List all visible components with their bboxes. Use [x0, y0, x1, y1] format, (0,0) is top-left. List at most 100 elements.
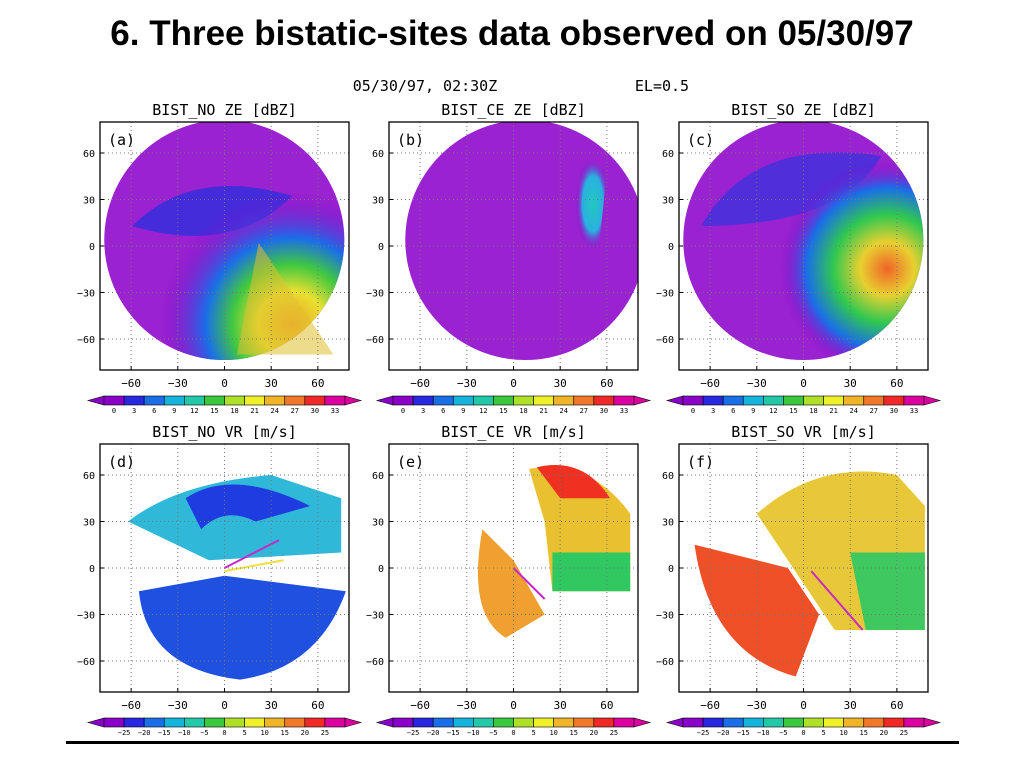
x-tick-label: 60 [890, 699, 903, 712]
colorbar-label: 25 [610, 729, 618, 737]
panel-grid [679, 444, 928, 692]
y-tick-label: 0 [89, 242, 95, 253]
colorbar-swatch [493, 395, 514, 406]
colorbar-label: 12 [479, 407, 487, 415]
y-tick-label: 0 [668, 242, 674, 253]
colorbar-label: 18 [809, 407, 817, 415]
colorbar-swatch [843, 717, 865, 728]
colorbar-label: 15 [789, 407, 797, 415]
velocity-region [185, 484, 311, 530]
colorbar: 0 3 6 9 12 15 18 21 24 27 30 33 [375, 395, 652, 415]
colorbar-label: 0 [112, 407, 116, 415]
colorbar-label: 15 [281, 729, 289, 737]
panel-grid [389, 444, 638, 692]
x-tick-label: 0 [800, 377, 807, 390]
velocity-streak [810, 570, 864, 631]
panel-field [683, 122, 924, 360]
radar-coverage [405, 122, 638, 360]
figure-elevation: EL=0.5 [635, 77, 689, 95]
velocity-region [552, 552, 631, 592]
colorbar-label: 30 [890, 407, 898, 415]
x-tick-label: 0 [221, 699, 228, 712]
colorbar-label: 9 [461, 407, 465, 415]
panel-e: BIST_CE VR [m/s] (e) −60 −30 0 30 60 60 30 0 −30 −6… [366, 423, 652, 737]
x-tick-label: 0 [800, 699, 807, 712]
colorbar-label: 3 [421, 407, 425, 415]
x-tick-label: 30 [554, 699, 567, 712]
colorbar-swatch [553, 395, 575, 406]
colorbar-swatch [452, 395, 474, 406]
colorbar-label: −20 [717, 729, 730, 737]
colorbar-label: 27 [580, 407, 588, 415]
colorbar-label: −10 [757, 729, 770, 737]
colorbar-label: 27 [870, 407, 878, 415]
colorbar-label: 15 [210, 407, 218, 415]
colorbar-swatch [432, 395, 454, 406]
panel-a: BIST_NO ZE [dBZ](a)−60 −30 0 30 6060300−30−6… [77, 101, 363, 415]
x-tick-label: −30 [457, 377, 477, 390]
y-tick-label: −60 [656, 335, 674, 346]
colorbar-swatch [264, 717, 286, 728]
panel-d: BIST_NO VR [m/s] (d) −60 −30 0 30 60 60 30 0 −30 −6… [77, 423, 363, 737]
velocity-streak [224, 539, 280, 569]
colorbar-label: 24 [849, 407, 857, 415]
colorbar-swatch [184, 395, 205, 406]
panel-grid [679, 122, 928, 370]
x-tick-label: 30 [844, 699, 857, 712]
y-tick-label: −60 [77, 335, 95, 346]
colorbar: −25 −20 −15 −10 −5 0 5 10 15 20 25 [375, 717, 652, 737]
colorbar-swatch [722, 395, 744, 406]
colorbar-swatch [163, 395, 185, 406]
colorbar-swatch [204, 395, 225, 406]
panel-c: BIST_SO ZE [dBZ](c)−60 −30 0 30 6060300−30−6… [656, 101, 942, 415]
y-tick-label: −30 [366, 611, 384, 622]
colorbar-swatch [412, 717, 434, 728]
colorbar-swatch [264, 395, 286, 406]
x-tick-label: 0 [510, 699, 517, 712]
colorbar-arrow [344, 395, 363, 406]
colorbar-swatch [123, 717, 145, 728]
colorbar-label: 0 [801, 729, 805, 737]
colorbar-swatch [903, 395, 925, 406]
velocity-region [694, 544, 820, 677]
y-tick-label: −30 [366, 289, 384, 300]
colorbar-label: −15 [447, 729, 460, 737]
colorbar-swatch [722, 717, 744, 728]
panel-grid [100, 444, 349, 692]
colorbar: −25 −20 −15 −10 −5 0 5 10 15 20 25 [86, 717, 363, 737]
y-tick-label: 0 [378, 242, 384, 253]
colorbar-swatch [143, 395, 165, 406]
x-tick-label: 60 [890, 377, 903, 390]
colorbar-swatch [573, 717, 595, 728]
colorbar-swatch [244, 717, 265, 728]
colorbar-swatch [432, 717, 454, 728]
colorbar-swatch [702, 717, 724, 728]
colorbar-label: −5 [200, 729, 208, 737]
colorbar-label: 30 [311, 407, 319, 415]
panel-field [104, 122, 345, 360]
colorbar-label: 25 [900, 729, 908, 737]
colorbar-label: 10 [260, 729, 268, 737]
colorbar-label: −20 [138, 729, 151, 737]
colorbar-label: 33 [331, 407, 339, 415]
echo-core [683, 122, 924, 360]
colorbar-arrow [344, 717, 363, 728]
x-tick-label: −60 [121, 699, 141, 712]
colorbar-swatch [244, 395, 265, 406]
colorbar: 0 3 6 9 12 15 18 21 24 27 30 33 [86, 395, 363, 415]
colorbar-swatch [143, 717, 165, 728]
colorbar-arrow [923, 395, 942, 406]
colorbar: 0 3 6 9 12 15 18 21 24 27 30 33 [665, 395, 942, 415]
colorbar-arrow [375, 395, 394, 406]
colorbar-arrow [665, 395, 684, 406]
colorbar-swatch [883, 717, 905, 728]
x-tick-label: 30 [554, 377, 567, 390]
colorbar-swatch [103, 717, 125, 728]
colorbar-arrow [375, 717, 394, 728]
colorbar-label: 21 [250, 407, 258, 415]
x-tick-label: 60 [600, 699, 613, 712]
y-tick-label: −60 [366, 657, 384, 668]
panel-label: (b) [397, 131, 424, 149]
colorbar-arrow [923, 717, 942, 728]
x-tick-label: 30 [265, 377, 278, 390]
